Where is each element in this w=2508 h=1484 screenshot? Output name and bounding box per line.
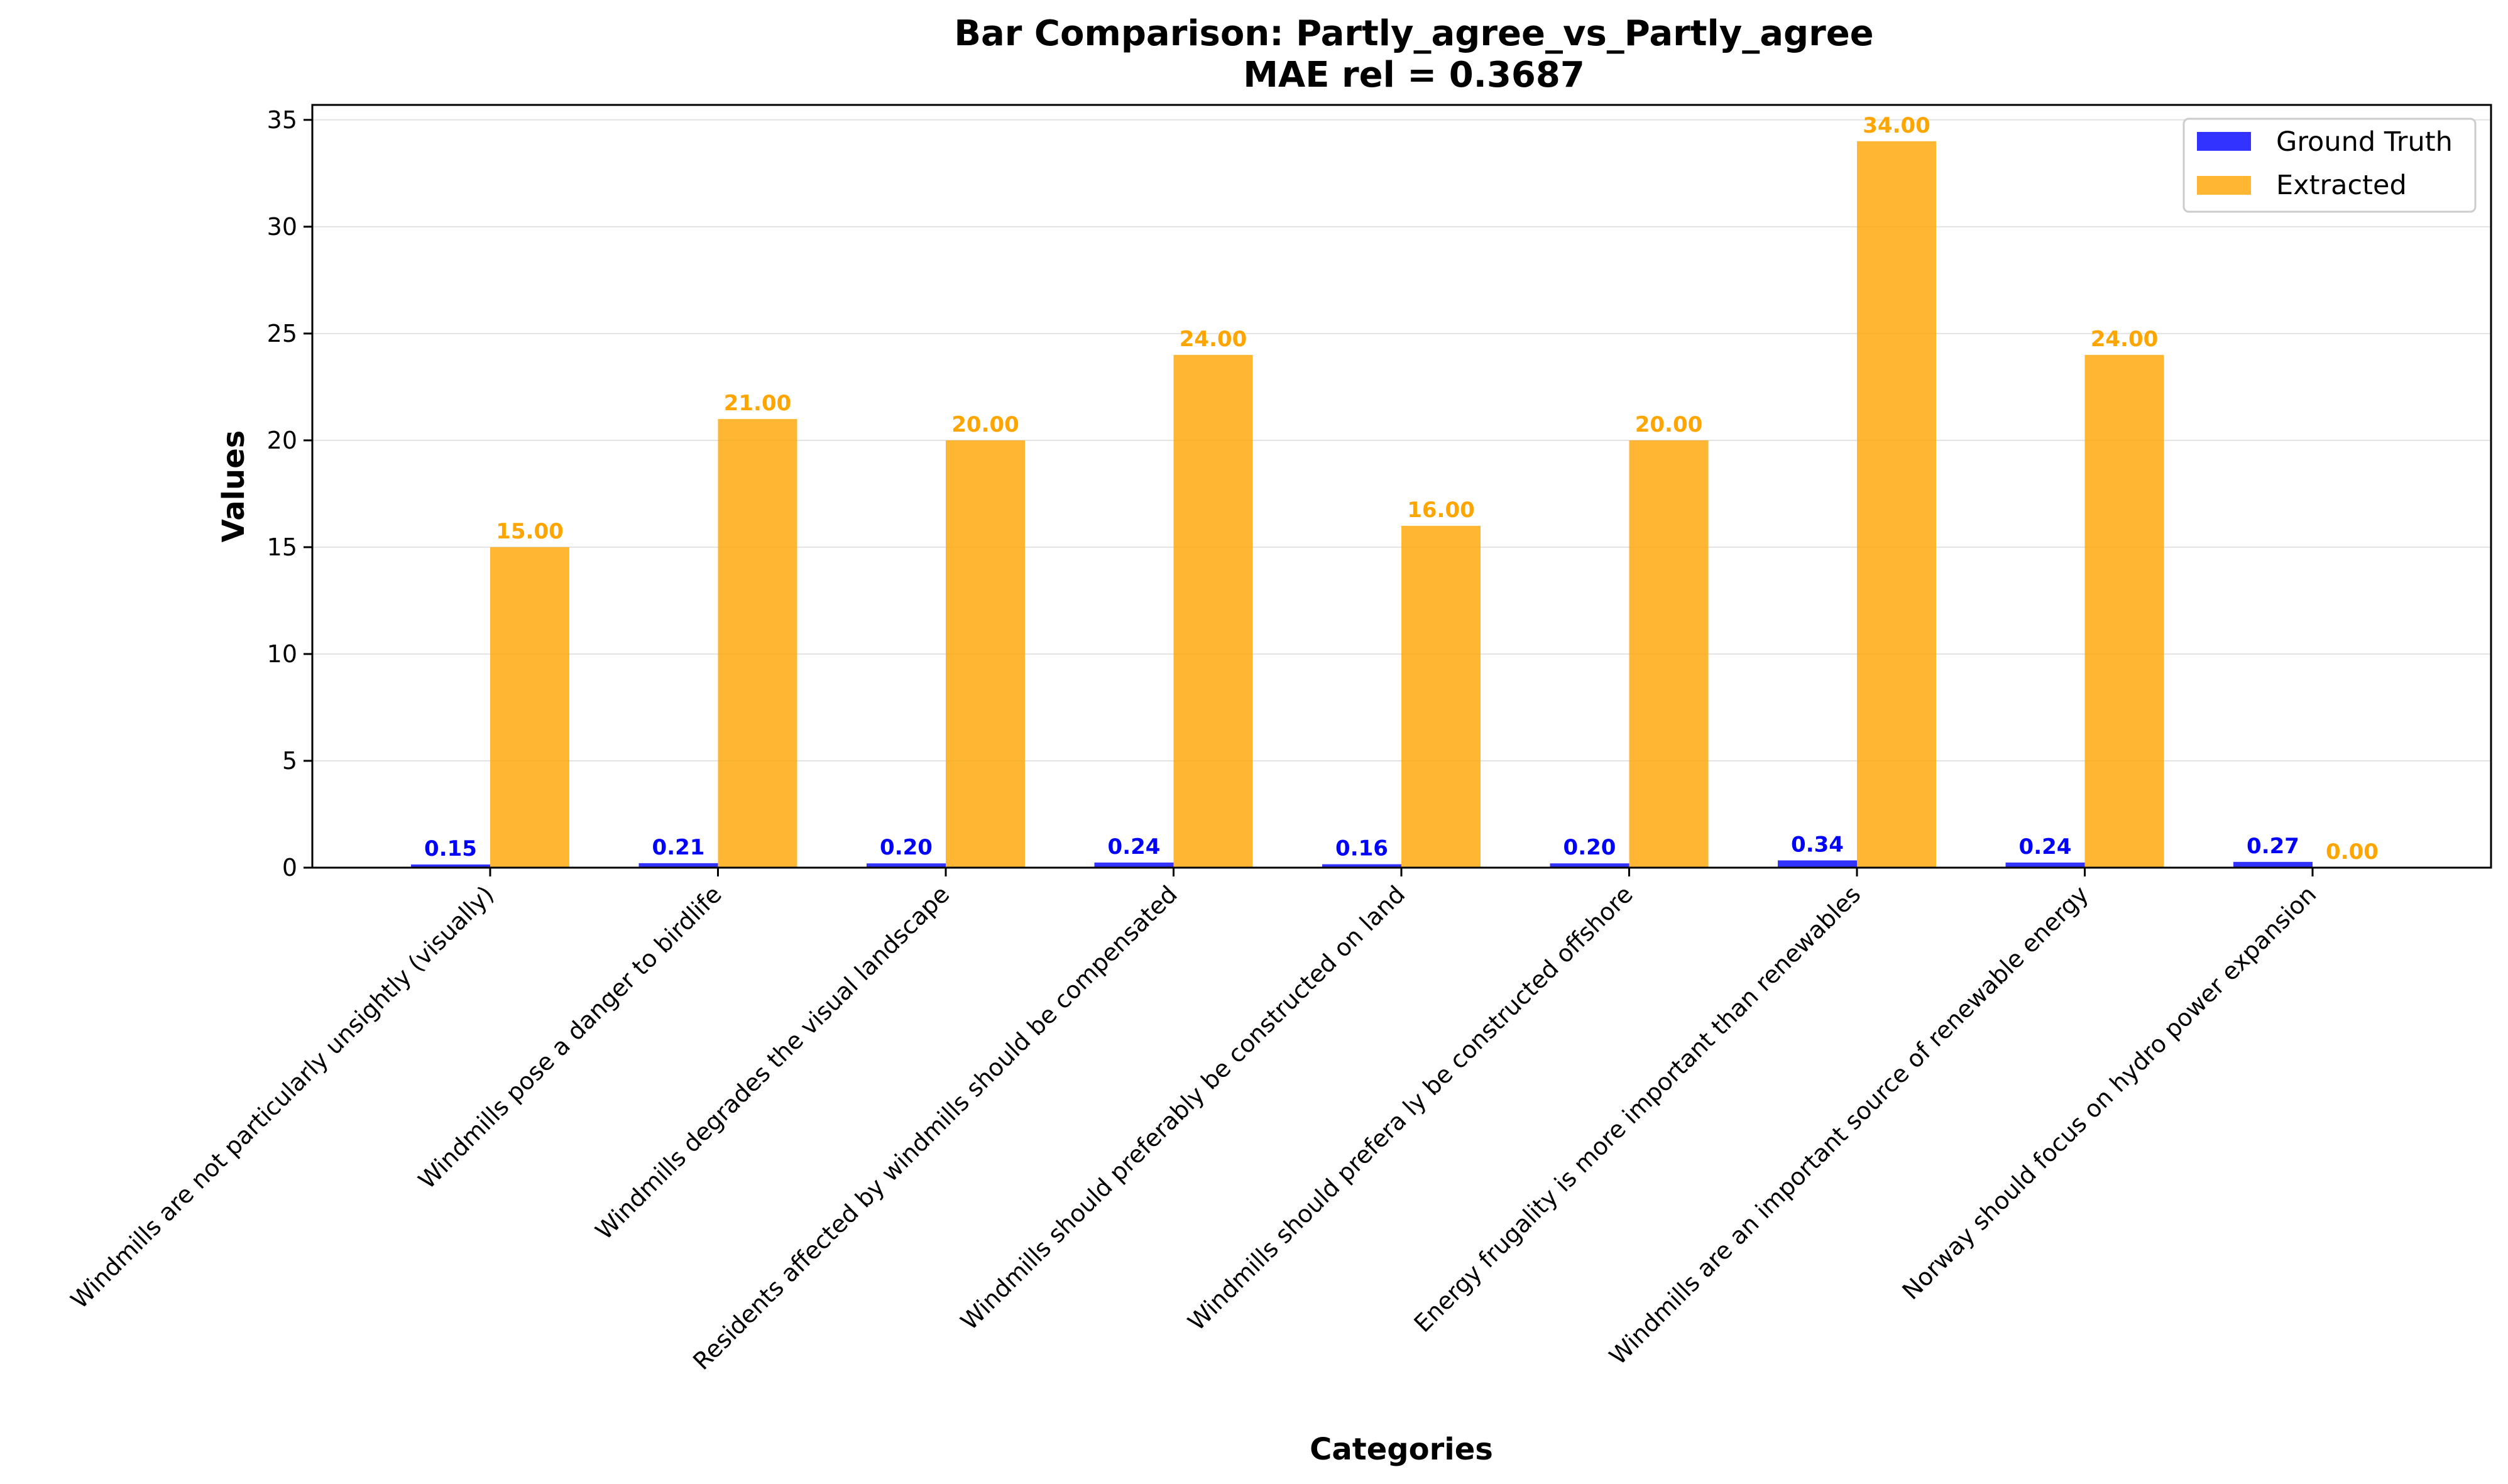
data-label-ground-truth: 0.24 [1108, 834, 1161, 859]
data-label-ground-truth: 0.21 [652, 835, 705, 860]
data-label-ground-truth: 0.16 [1335, 836, 1388, 861]
data-label-extracted: 20.00 [1635, 412, 1703, 437]
legend-swatch-extracted [2197, 176, 2251, 195]
bar-extracted [490, 547, 569, 868]
bar-ground-truth [1550, 863, 1629, 868]
bar-extracted [718, 418, 797, 868]
legend-label-ground-truth: Ground Truth [2276, 126, 2453, 158]
y-axis-ticks: 0 5 10 15 20 25 30 35 [267, 106, 312, 881]
y-tick-label: 10 [267, 640, 297, 668]
legend-label-extracted: Extracted [2276, 170, 2407, 201]
data-label-ground-truth: 0.24 [2019, 834, 2072, 859]
bar-ground-truth [867, 863, 946, 868]
legend-frame [2182, 117, 2477, 213]
data-label-ground-truth: 0.20 [880, 835, 933, 860]
chart-title: Bar Comparison: Partly_agree_vs_Partly_a… [954, 13, 1873, 54]
y-tick-label: 30 [267, 213, 297, 241]
bar-ground-truth [1778, 860, 1857, 868]
chart-subtitle: MAE rel = 0.3687 [1243, 55, 1585, 95]
data-label-ground-truth: 0.34 [1791, 832, 1844, 857]
y-tick-label: 25 [267, 320, 297, 347]
bar-extracted [1857, 141, 1936, 868]
data-label-ground-truth: 0.20 [1563, 835, 1616, 860]
bar-extracted [1629, 440, 1709, 868]
y-tick-label: 35 [267, 106, 297, 134]
data-label-extracted: 20.00 [951, 412, 1019, 437]
y-tick-label: 20 [267, 427, 297, 454]
legend-swatch-ground-truth [2197, 132, 2251, 151]
bar-extracted [946, 440, 1025, 868]
data-label-extracted: 15.00 [496, 519, 564, 544]
bar-ground-truth [1094, 862, 1174, 868]
y-axis-title: Values [216, 430, 251, 543]
data-label-extracted: 0.00 [2326, 839, 2379, 865]
data-label-extracted: 24.00 [1180, 327, 1247, 352]
bar-extracted [1173, 354, 1253, 868]
bar-ground-truth [638, 863, 718, 868]
data-label-ground-truth: 0.15 [424, 836, 477, 861]
y-tick-label: 0 [282, 854, 297, 881]
y-tick-label: 5 [282, 747, 297, 775]
bar-ground-truth [411, 864, 490, 868]
bar-extracted [1401, 525, 1481, 868]
bar-ground-truth [1322, 864, 1401, 868]
data-label-extracted: 21.00 [724, 391, 792, 416]
x-axis-title: Categories [1310, 1432, 1493, 1467]
legend: Ground Truth Extracted [2182, 117, 2477, 213]
data-labels: 0.15 15.00 0.21 21.00 0.20 20.00 0.24 24.00 0.16… [424, 113, 2379, 865]
y-tick-label: 15 [267, 533, 297, 561]
data-label-extracted: 24.00 [2091, 327, 2159, 352]
bar-ground-truth [2233, 861, 2313, 868]
bar-extracted [2084, 354, 2164, 868]
bar-ground-truth [2005, 862, 2085, 868]
data-label-ground-truth: 0.27 [2247, 834, 2299, 859]
data-label-extracted: 34.00 [1863, 113, 1930, 138]
data-label-extracted: 16.00 [1407, 498, 1475, 523]
bars [411, 141, 2313, 868]
